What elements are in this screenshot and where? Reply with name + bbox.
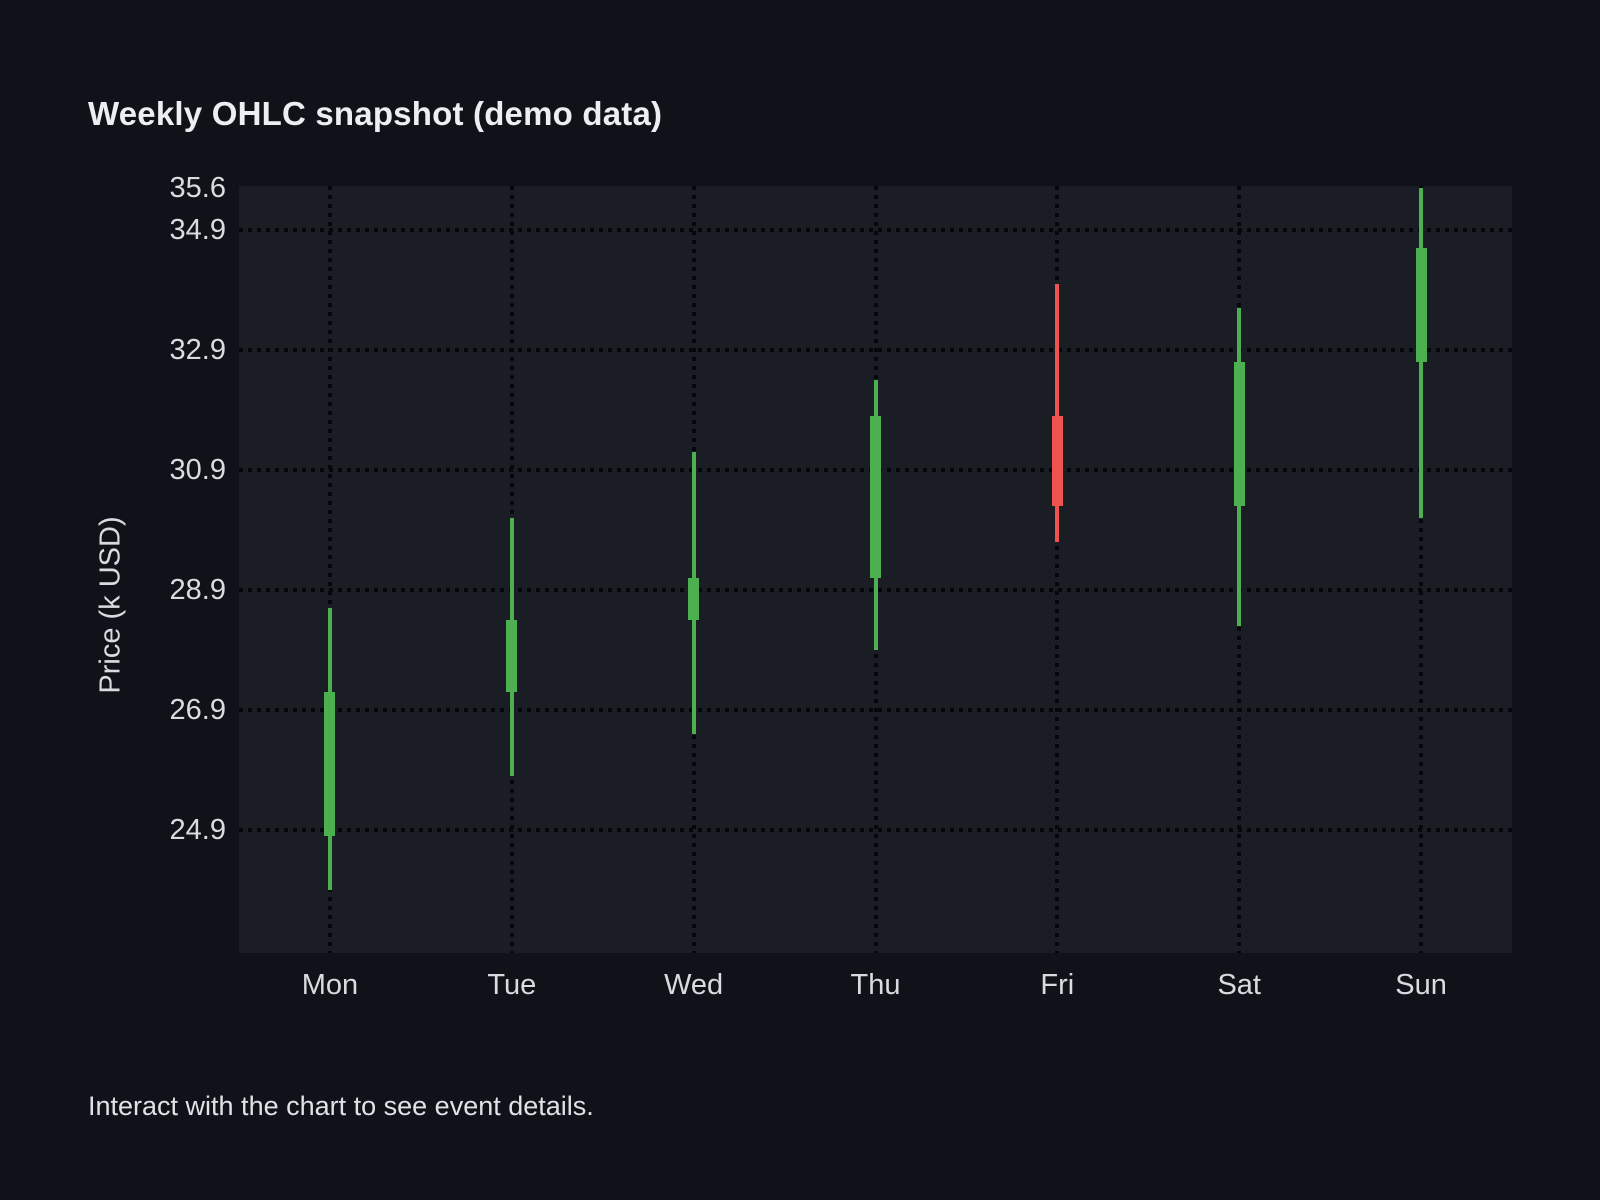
v-gridline-fri [1055, 186, 1060, 953]
plot-area[interactable] [239, 186, 1512, 953]
y-tick-label-26.9: 26.9 [169, 693, 226, 726]
candle-sun-body[interactable] [1415, 247, 1427, 362]
y-tick-label-35.6: 35.6 [169, 171, 226, 204]
candle-thu-body[interactable] [870, 415, 881, 578]
candle-fri-wick[interactable] [1055, 283, 1060, 542]
chart-title: Weekly OHLC snapshot (demo data) [88, 95, 663, 132]
x-tick-label-sat: Sat [1217, 969, 1261, 1001]
x-tick-label-tue: Tue [487, 969, 537, 1001]
candle-fri-body[interactable] [1051, 415, 1063, 506]
v-gridline-mon [327, 186, 332, 953]
x-tick-label-mon: Mon [301, 969, 359, 1001]
candle-tue-body[interactable] [506, 619, 518, 692]
candle-mon-body[interactable] [324, 691, 336, 836]
y-tick-label-24.9: 24.9 [169, 813, 226, 846]
y-tick-label-28.9: 28.9 [169, 573, 226, 606]
y-axis-title: Price (k USD) [94, 516, 127, 694]
h-gridline-34.9 [239, 227, 1512, 232]
candle-sat-body[interactable] [1233, 361, 1245, 506]
y-tick-label-34.9: 34.9 [169, 213, 226, 246]
h-gridline-26.9 [239, 707, 1512, 712]
x-tick-label-wed: Wed [664, 969, 724, 1001]
footer-hint: Interact with the chart to see event det… [88, 1091, 594, 1121]
x-tick-label-sun: Sun [1395, 969, 1447, 1001]
y-tick-label-30.9: 30.9 [169, 453, 226, 486]
h-gridline-24.9 [239, 827, 1512, 832]
h-gridline-32.9 [239, 347, 1512, 352]
candle-wed-body[interactable] [688, 577, 700, 620]
x-tick-label-thu: Thu [850, 969, 901, 1001]
y-tick-label-32.9: 32.9 [169, 333, 226, 366]
x-tick-label-fri: Fri [1040, 969, 1075, 1001]
v-gridline-sun [1419, 186, 1424, 953]
